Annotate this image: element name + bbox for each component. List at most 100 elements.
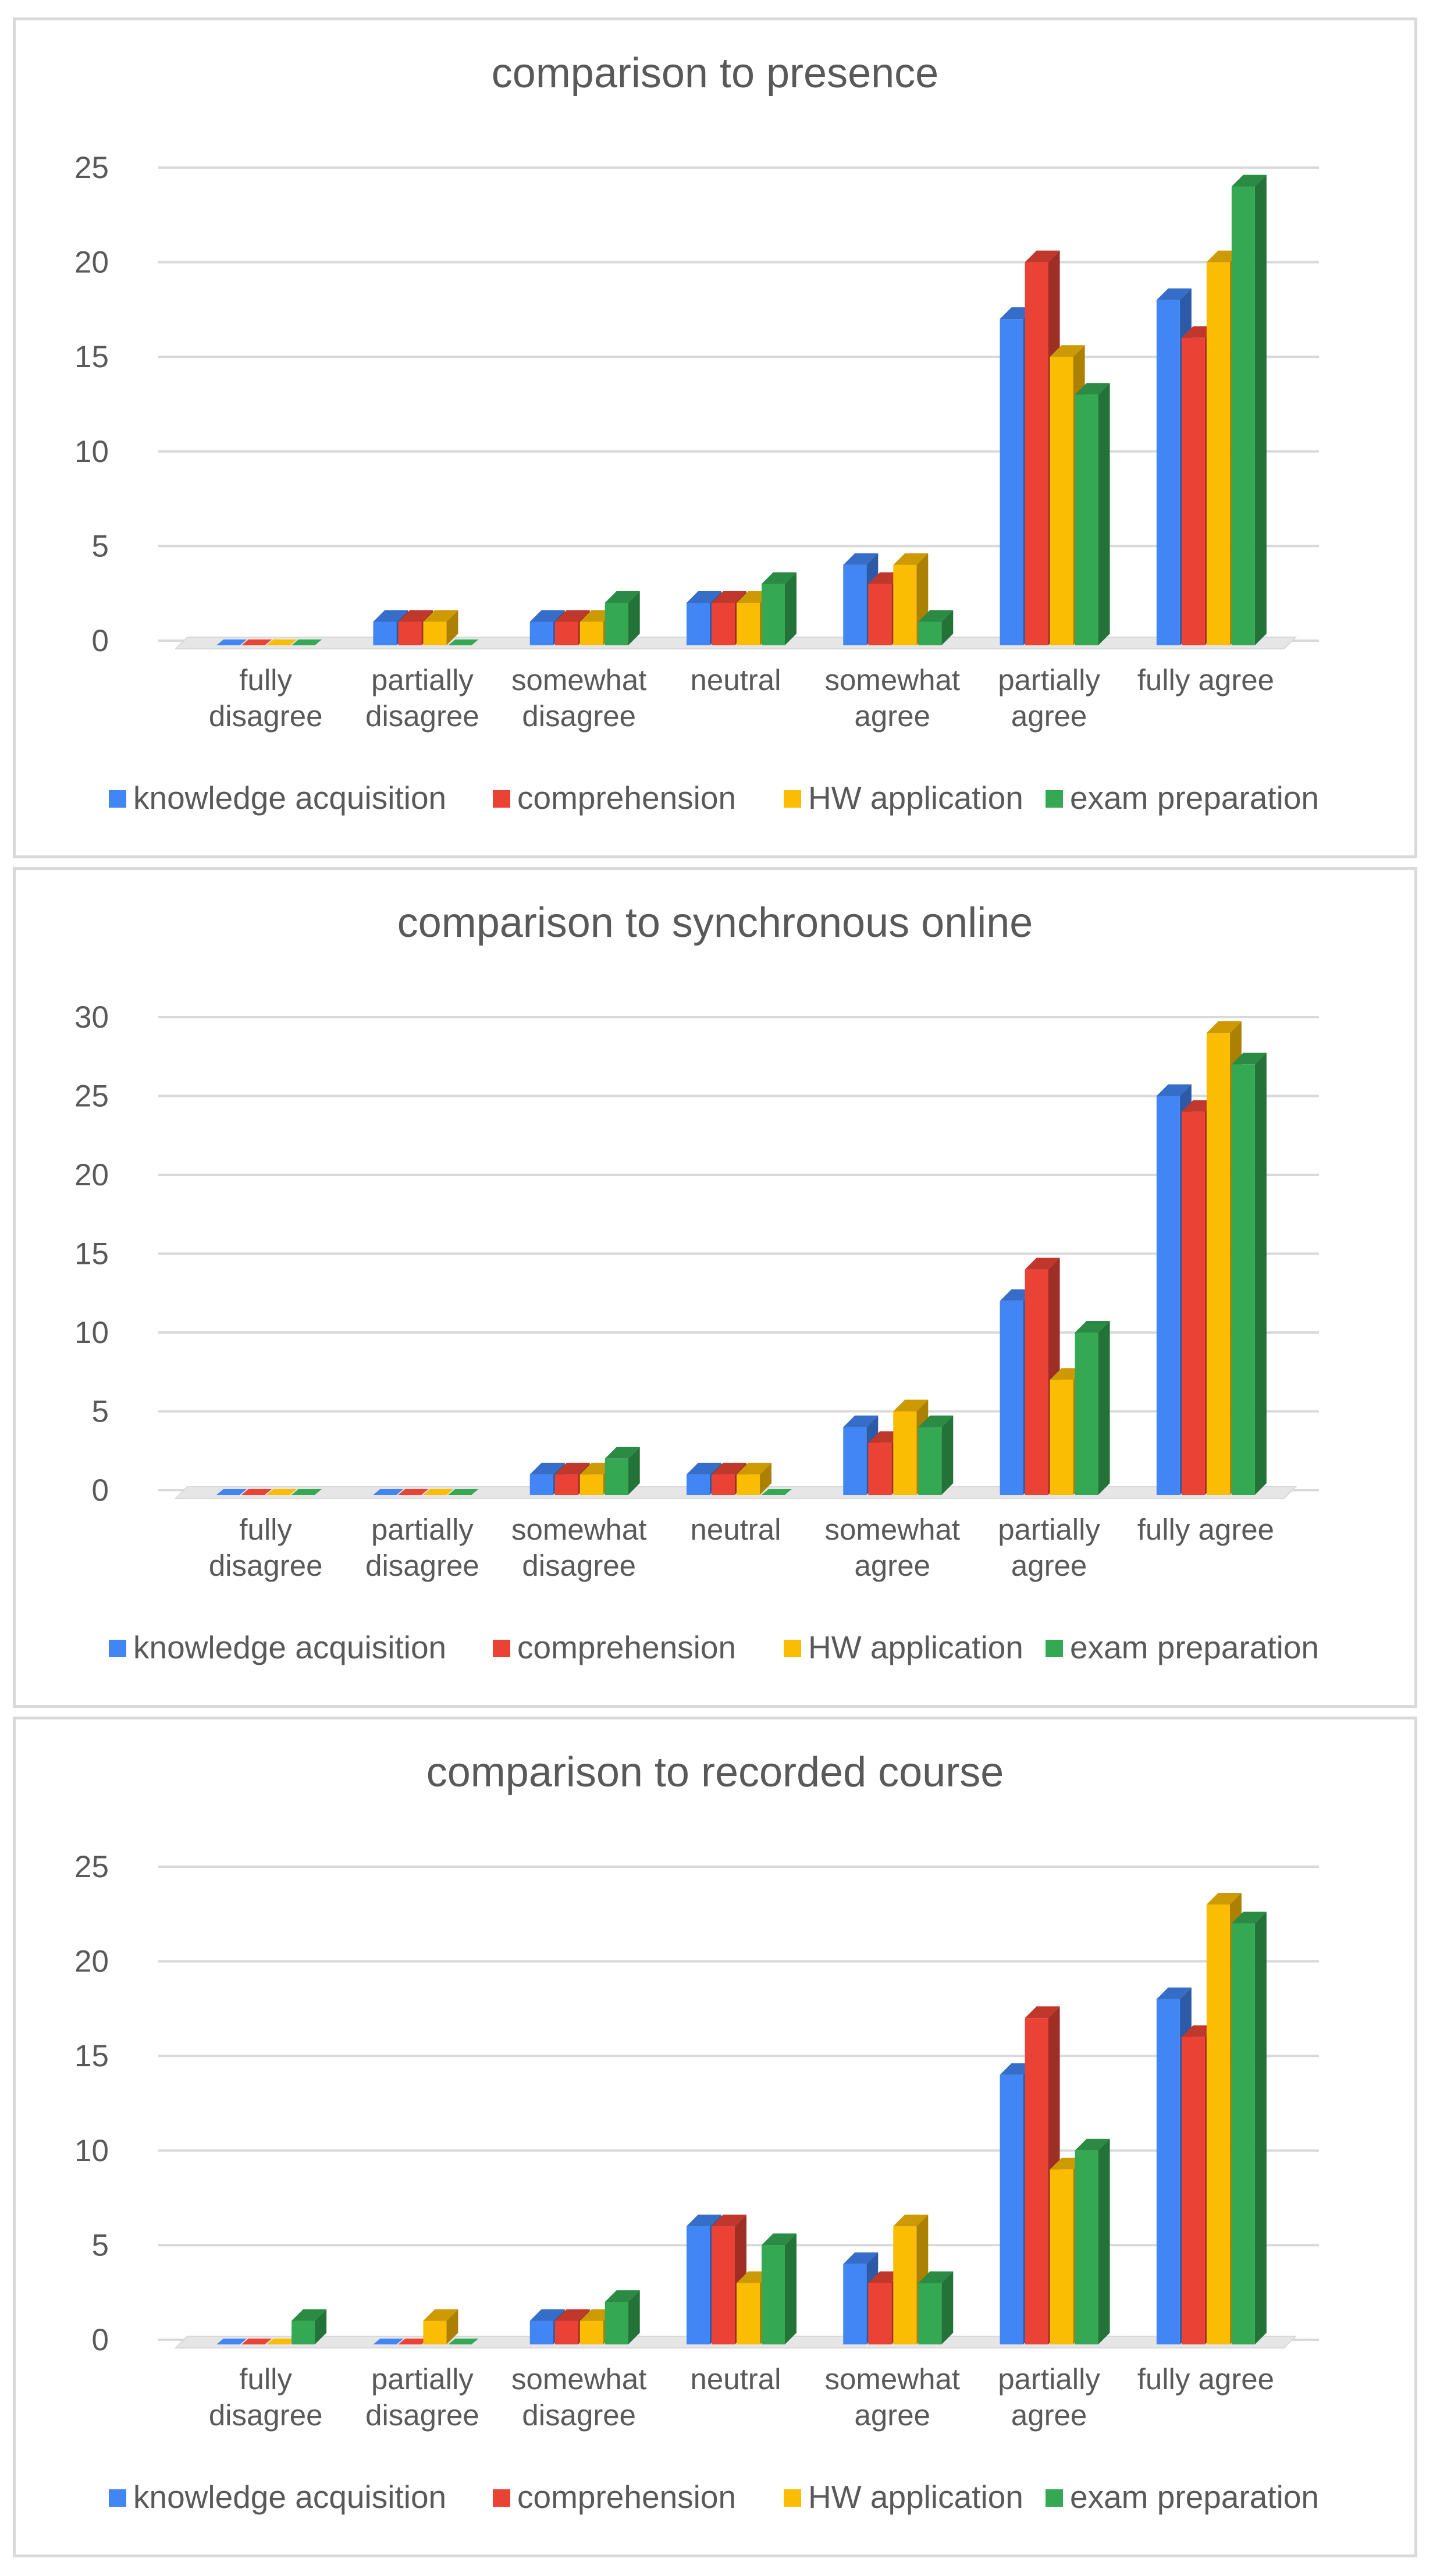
y-tick-label: 10 (74, 435, 109, 469)
bar-side (628, 1447, 640, 1495)
bar-knowledge_acquisition (216, 1489, 247, 1495)
chart-svg: comparison to synchronous online 0 5 10 15 20… (74, 900, 1319, 1665)
bar-front (687, 602, 710, 645)
bar-zero (266, 2339, 297, 2344)
bar-top (1075, 2138, 1110, 2151)
legend-label: HW application (808, 1629, 1023, 1665)
bar-front (291, 2321, 315, 2344)
bar-front (1050, 2169, 1073, 2344)
x-category-label-line: disagree (209, 2399, 323, 2432)
legend-label: HW application (808, 780, 1023, 816)
chart-svg: comparison to recorded course 0 5 10 15 20 25 f… (74, 1749, 1319, 2515)
y-tick-label: 5 (92, 1395, 109, 1429)
x-category-label-line: partially (371, 2362, 474, 2396)
y-tick-label: 15 (74, 2039, 109, 2073)
bar-top (1156, 1987, 1192, 1999)
y-tick-label: 15 (74, 340, 109, 374)
bar-front (918, 621, 942, 645)
x-category-label: neutral (691, 663, 781, 697)
bar-exam_preparation (1075, 1321, 1110, 1495)
bar-front (1000, 2074, 1023, 2344)
bar-side (628, 2290, 640, 2344)
x-category-label: fully disagree (209, 2362, 323, 2432)
x-category-label-line: partially (371, 663, 474, 697)
bar-top (712, 2214, 746, 2226)
x-category-label-line: somewhat (825, 2362, 960, 2396)
bar-top (1156, 288, 1192, 300)
x-category-label-line: disagree (365, 699, 479, 733)
bar-top (918, 2271, 954, 2283)
legend-swatch (1046, 2489, 1063, 2507)
bar-top (291, 2309, 327, 2321)
bar-exam_preparation (605, 1447, 640, 1495)
bar-comprehension (554, 610, 590, 645)
bar-exam_preparation (1231, 1911, 1267, 2344)
x-category-label-line: somewhat (825, 663, 960, 697)
bar-front (762, 2245, 785, 2344)
bar-front (1156, 1999, 1180, 2344)
bar-hw_application (423, 610, 458, 645)
chart-panel-synchronous-online: comparison to synchronous online 0 5 10 15 20… (13, 867, 1417, 1708)
bar-front (1075, 2150, 1098, 2344)
x-category-label: partially disagree (365, 1513, 479, 1582)
x-category-label: fully agree (1137, 1513, 1274, 1546)
bar-front (918, 1427, 942, 1495)
legend-label: exam preparation (1070, 2479, 1319, 2515)
bar-top (843, 553, 879, 565)
bar-front (579, 1474, 603, 1495)
chart-panel-presence: comparison to presence 0 5 10 15 20 25 fully dis… (13, 17, 1417, 858)
bar-zero (448, 2339, 479, 2344)
legend-swatch (784, 2489, 801, 2507)
x-category-label-line: partially (998, 1513, 1100, 1546)
bar-front (1050, 1380, 1073, 1495)
x-category-label-line: agree (1011, 2399, 1087, 2432)
chart-title: comparison to synchronous online (397, 900, 1033, 946)
bar-top (423, 2309, 458, 2321)
bar-front (1231, 1923, 1255, 2344)
x-category-label-line: agree (855, 1549, 930, 1582)
bar-zero (266, 639, 297, 645)
bar-top (1075, 1321, 1110, 1333)
x-category-label-line: agree (1011, 1549, 1087, 1582)
bar-exam_preparation (291, 639, 322, 645)
x-category-label: partially agree (998, 1513, 1100, 1582)
bar-hw_application (266, 639, 297, 645)
bar-top (554, 2309, 590, 2321)
bar-zero (291, 1489, 322, 1495)
bar-front (554, 2321, 578, 2344)
bar-side (1254, 1911, 1267, 2344)
x-category-label-line: fully agree (1137, 663, 1274, 697)
bar-exam_preparation (448, 2339, 479, 2344)
bar-top (1206, 1021, 1242, 1033)
bar-front (1206, 1033, 1230, 1495)
x-category-label-line: partially (998, 663, 1100, 697)
bar-exam_preparation (605, 591, 640, 645)
bar-front (1025, 2018, 1048, 2344)
x-category-label: fully agree (1137, 2362, 1274, 2396)
x-category-label: somewhat disagree (511, 2362, 646, 2432)
x-category-label: somewhat agree (825, 2362, 960, 2432)
legend-item-comprehension: comprehension (493, 1629, 736, 1665)
x-category-label-line: fully agree (1137, 1513, 1274, 1546)
legend-swatch (1046, 790, 1063, 808)
x-category-label-line: somewhat (825, 1513, 960, 1546)
bar-exam_preparation (448, 639, 479, 645)
bar-side (315, 2309, 327, 2344)
bar-front (868, 584, 892, 645)
bar-zero (373, 2339, 404, 2344)
bar-top (605, 591, 640, 603)
bar-exam_preparation (291, 1489, 322, 1495)
y-tick-label: 5 (92, 2228, 109, 2262)
bar-comprehension (398, 1489, 429, 1495)
x-category-label: somewhat disagree (511, 663, 646, 733)
bar-top (1025, 1257, 1060, 1270)
bar-exam_preparation (762, 1489, 792, 1495)
x-category-label: fully disagree (209, 1513, 323, 1582)
bar-side (941, 1415, 954, 1495)
x-category-label: somewhat agree (825, 663, 960, 733)
x-category-label-line: disagree (209, 699, 323, 733)
bar-front (868, 2283, 892, 2344)
bar-top (605, 2290, 640, 2302)
bar-front (605, 1458, 628, 1495)
